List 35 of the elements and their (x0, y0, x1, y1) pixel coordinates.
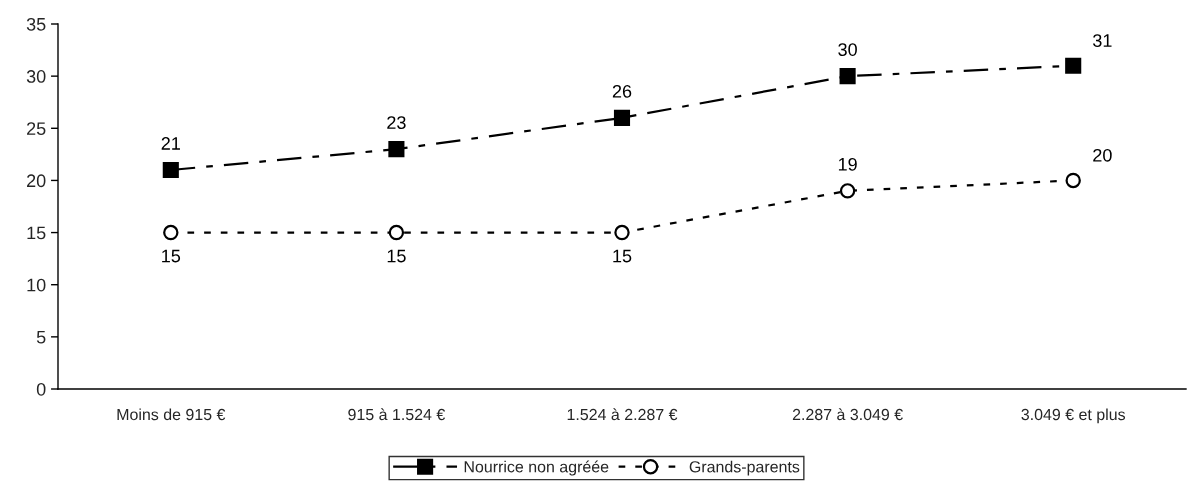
data-label: 15 (387, 249, 406, 263)
point (839, 68, 856, 85)
point (388, 224, 405, 241)
point (1065, 57, 1082, 74)
y-tick-label: 10 (27, 278, 46, 292)
y-tick-label: 25 (27, 122, 46, 136)
data-label: 30 (838, 43, 857, 56)
data-label: 15 (162, 249, 181, 263)
point (388, 141, 405, 158)
y-tick-label: 20 (27, 174, 46, 188)
y-tick-label: 30 (26, 70, 46, 83)
data-label: 21 (161, 137, 180, 150)
y-tick-label: 5 (36, 330, 46, 344)
point (839, 183, 856, 199)
point (162, 161, 179, 179)
legend-label: Nourrice non agréée (464, 460, 609, 476)
legend-label: Grands-parents (689, 460, 800, 476)
data-label: 26 (612, 84, 632, 98)
x-tick-label: 1.524 à 2.287 € (567, 408, 678, 421)
point (163, 224, 179, 241)
point (613, 109, 631, 126)
x-tick-label: 2.287 à 3.049 € (792, 408, 903, 421)
x-tick-label: 3.049 € et plus (1021, 408, 1126, 424)
data-label: 20 (1093, 148, 1112, 162)
point (614, 224, 630, 241)
y-tick-label: 35 (26, 17, 46, 31)
data-label: 23 (387, 116, 406, 129)
data-label: 31 (1093, 34, 1112, 47)
y-tick-label: 15 (27, 226, 46, 240)
x-tick-label: Moins de 915 € (117, 408, 226, 421)
y-tick-label: 0 (36, 382, 46, 396)
x-tick-label: 915 à 1.524 € (348, 408, 446, 421)
data-label: 15 (613, 249, 632, 263)
point (1065, 172, 1081, 189)
data-label: 19 (838, 157, 857, 171)
